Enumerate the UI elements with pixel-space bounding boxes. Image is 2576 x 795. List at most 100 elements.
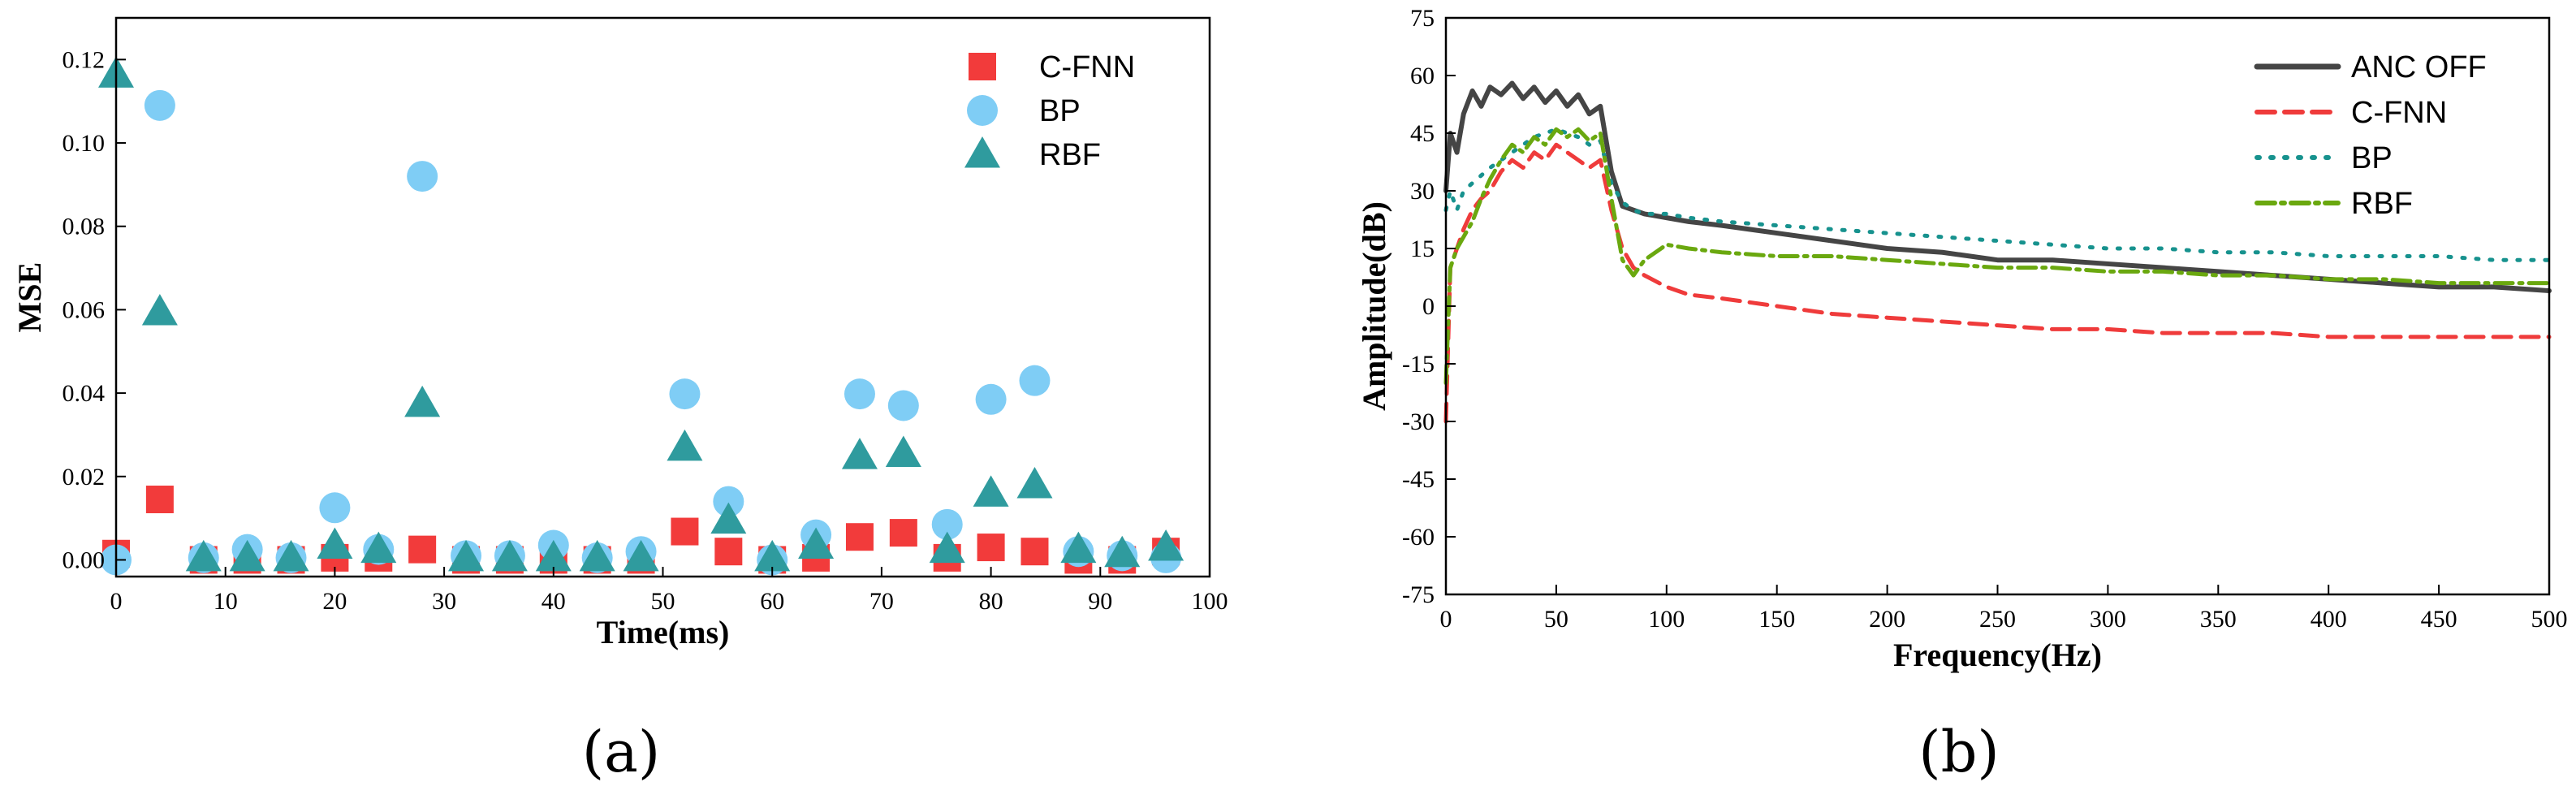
panel-a-y-tick-label: 0.08	[63, 214, 106, 240]
panel-b-y-tick-label: 45	[1410, 120, 1435, 147]
panel-a-point-rbf	[798, 527, 835, 559]
panel-a-point-cfnn	[671, 517, 699, 546]
panel-a-point-bp	[887, 390, 919, 421]
panel-a-x-tick-label: 40	[542, 588, 566, 615]
panel-a-point-rbf	[404, 385, 441, 417]
panel-b-y-tick-label: -75	[1402, 581, 1435, 608]
panel-a-legend: C-FNN BP RBF	[964, 50, 1135, 172]
panel-b-series-line-bp	[1443, 127, 2552, 262]
panel-a-x-tick-label: 50	[651, 588, 675, 615]
panel-b-legend-label-ancoff: ANC OFF	[2351, 50, 2487, 84]
panel-a-point-rbf	[185, 539, 222, 572]
panel-a-x-axis-label: Time(ms)	[597, 614, 730, 650]
panel-b-x-tick-label: 150	[1758, 606, 1795, 633]
panel-a-point-rbf	[710, 502, 747, 534]
panel-a-legend-label-bp: BP	[1039, 94, 1081, 128]
panel-a-y-tick-label: 0.04	[63, 380, 106, 407]
panel-b-x-tick-label: 500	[2531, 606, 2568, 633]
panel-b-y-tick-label: 60	[1410, 63, 1435, 89]
panel-a-y-axis-label: MSE	[11, 262, 48, 333]
panel-a-y-tick-label: 0.06	[63, 296, 106, 323]
panel-b-caption: (b)	[1918, 719, 1999, 785]
panel-a-legend-label-cfnn: C-FNN	[1039, 50, 1135, 84]
panel-a-plot-area	[98, 56, 1184, 576]
panel-a-y-tick-label: 0.12	[63, 46, 106, 73]
panel-a-point-cfnn	[145, 486, 174, 514]
panel-b-legend-label-rbf: RBF	[2351, 187, 2413, 221]
panel-a-caption: (a)	[582, 719, 660, 785]
panel-b-series-line-cfnn	[1443, 142, 2552, 424]
panel-a-point-bp	[407, 161, 438, 192]
panel-b-x-tick-label: 50	[1544, 606, 1568, 633]
panel-a-point-cfnn	[977, 534, 1005, 562]
panel-a-x-tick-label: 100	[1192, 588, 1228, 615]
panel-b-x-tick-label: 350	[2200, 606, 2237, 633]
panel-b-x-tick-label: 0	[1440, 606, 1452, 633]
panel-a-point-rbf	[317, 527, 353, 559]
panel-a-point-bp	[844, 378, 875, 410]
panel-a-point-rbf	[141, 293, 178, 326]
panel-b-y-tick-label: -15	[1402, 351, 1435, 378]
panel-a-point-rbf	[1016, 467, 1053, 499]
panel-a-point-bp	[1019, 365, 1051, 396]
panel-a-point-rbf	[885, 435, 921, 468]
panel-b-x-axis-label: Frequency(Hz)	[1893, 637, 2102, 673]
panel-a-point-rbf	[754, 539, 791, 572]
panel-a-point-bp	[319, 492, 351, 524]
panel-a-point-bp	[931, 508, 963, 540]
panel-a-point-rbf	[1060, 531, 1097, 564]
panel-a-point-cfnn	[889, 519, 917, 547]
panel-a-y-tick-label: 0.10	[63, 130, 106, 157]
panel-b-y-tick-label: -45	[1402, 466, 1435, 493]
panel-b-y-axis-label: Amplitude(dB)	[1356, 201, 1392, 411]
panel-a-point-cfnn	[408, 535, 437, 564]
panel-a-mse-scatter: 0 10 20 30 40 50 60 70 80 90 100 0.00 0.02 0.04 0.06 0.…	[11, 16, 1228, 785]
panel-a-point-rbf	[1148, 529, 1184, 561]
panel-a-point-bp	[713, 486, 744, 517]
panel-b-x-tick-label: 250	[1979, 606, 2016, 633]
panel-b-y-tick-label: -30	[1402, 408, 1435, 435]
panel-a-x-tick-label: 80	[979, 588, 1003, 615]
panel-a-point-rbf	[973, 475, 1009, 507]
panel-a-point-bp	[975, 383, 1007, 415]
panel-a-point-bp	[669, 378, 701, 410]
panel-a-x-tick-label: 30	[432, 588, 456, 615]
panel-b-legend-label-bp: BP	[2351, 141, 2393, 175]
panel-a-legend-marker-rbf	[964, 136, 1000, 168]
panel-a-point-rbf	[273, 539, 309, 572]
panel-a-point-rbf	[491, 539, 528, 572]
panel-b-series-line-rbf	[1443, 127, 2552, 386]
panel-a-point-rbf	[1104, 535, 1141, 568]
panel-b-x-tick-label: 300	[2090, 606, 2126, 633]
panel-b-series-line-ancoff	[1443, 80, 2552, 294]
panel-a-point-rbf	[841, 438, 878, 469]
panel-b-y-tick-label: -60	[1402, 524, 1435, 551]
panel-a-x-tick-label: 20	[322, 588, 347, 615]
panel-b-plot-area	[1443, 80, 2552, 424]
panel-a-point-cfnn	[845, 523, 874, 551]
panel-a-point-cfnn	[1020, 538, 1049, 566]
panel-b-spectrum-line: 0 50 100 150 200 250 300 350 400 450 500-75-60-45-…	[1356, 5, 2568, 785]
panel-a-y-tick-label: 0.00	[63, 547, 106, 573]
panel-b-y-tick-label: 15	[1410, 235, 1435, 262]
panel-a-point-rbf	[535, 539, 572, 572]
panel-a-point-cfnn	[714, 538, 743, 566]
panel-a-x-tick-label: 90	[1088, 588, 1112, 615]
panel-a-x-tick-label: 70	[869, 588, 894, 615]
panel-a-ticks: 0 10 20 30 40 50 60 70 80 90 100 0.00 0.02 0.04 0.06 0.…	[63, 46, 1228, 615]
panel-a-x-tick-label: 10	[214, 588, 238, 615]
panel-b-legend: ANC OFF C-FNN BP RBF	[2254, 50, 2487, 221]
panel-a-legend-marker-bp	[967, 95, 998, 126]
panel-b-y-tick-label: 0	[1422, 293, 1435, 320]
panel-a-point-rbf	[929, 531, 965, 564]
panel-a-y-tick-label: 0.02	[63, 464, 106, 490]
panel-a-point-rbf	[229, 539, 265, 572]
panel-a-point-rbf	[360, 531, 397, 564]
panel-b-y-tick-label: 30	[1410, 178, 1435, 205]
panel-a-point-bp	[144, 89, 175, 121]
panel-a-legend-marker-cfnn	[969, 53, 996, 80]
panel-a-legend-label-rbf: RBF	[1039, 138, 1101, 172]
panel-b-legend-label-cfnn: C-FNN	[2351, 96, 2447, 130]
panel-b-x-tick-label: 200	[1869, 606, 1905, 633]
